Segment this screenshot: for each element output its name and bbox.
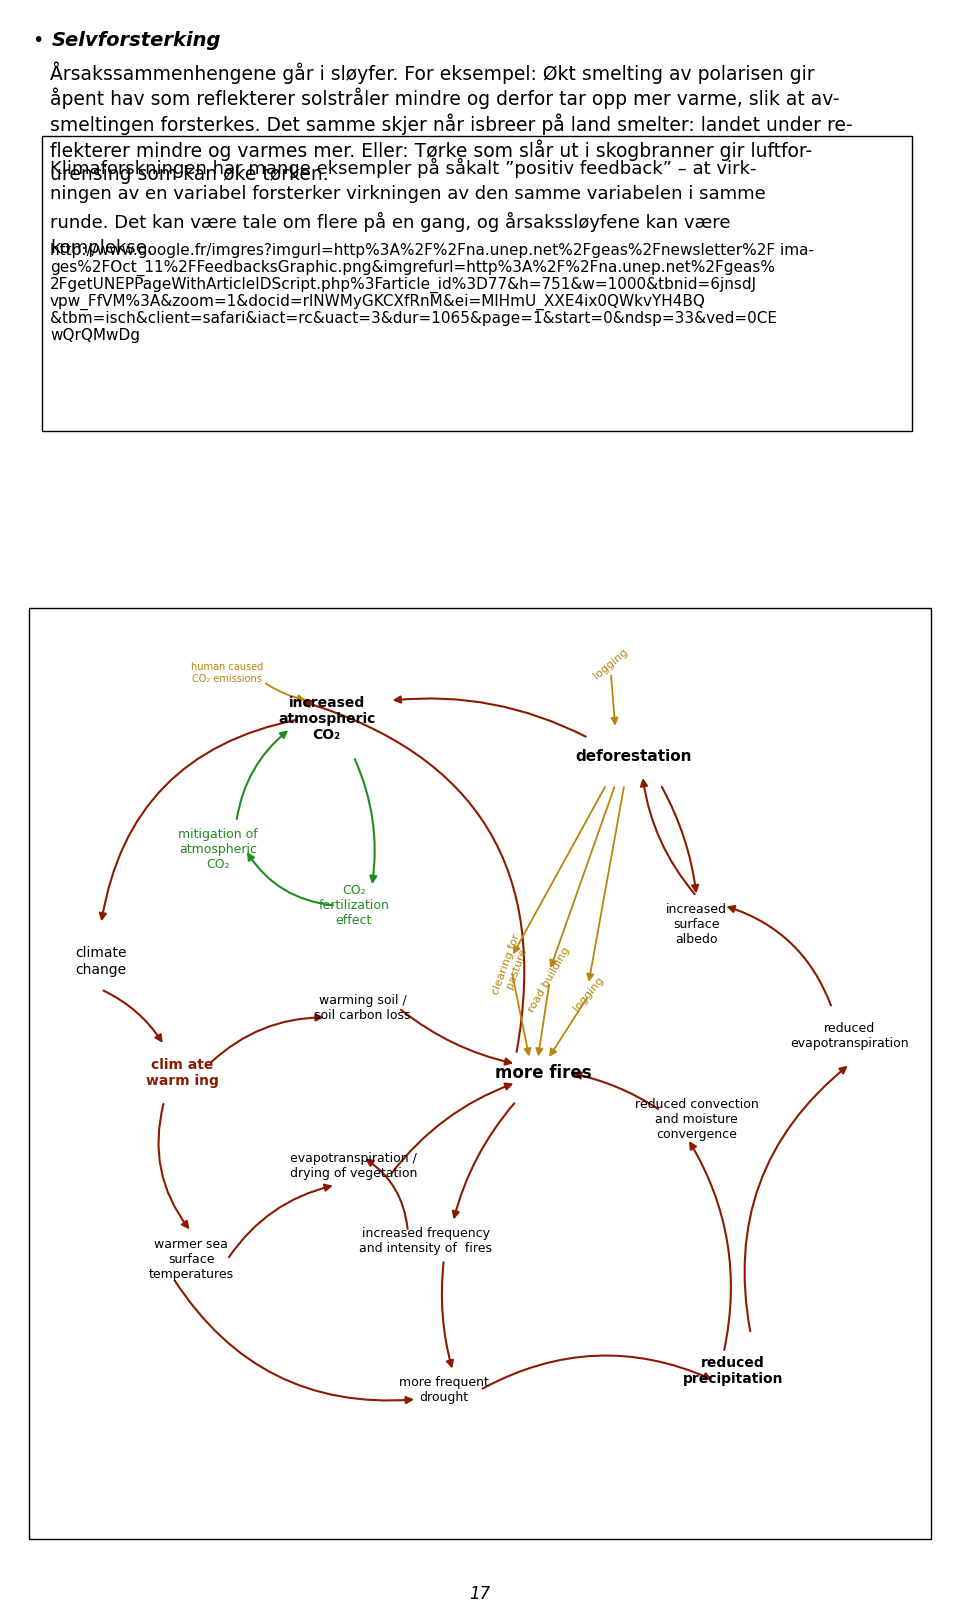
Text: climate
change: climate change: [75, 946, 127, 977]
Text: komplekse.: komplekse.: [50, 240, 153, 258]
Text: reduced
evapotranspiration: reduced evapotranspiration: [791, 1022, 909, 1050]
Text: clim ate
warm ing: clim ate warm ing: [146, 1058, 219, 1089]
Text: human caused
CO₂ emissions: human caused CO₂ emissions: [191, 663, 263, 684]
Text: more frequent
drought: more frequent drought: [399, 1375, 489, 1405]
Text: warming soil /
soil carbon loss: warming soil / soil carbon loss: [315, 995, 411, 1022]
Text: logging: logging: [591, 646, 630, 680]
Text: wQrQMwDg: wQrQMwDg: [50, 329, 140, 343]
Text: •: •: [32, 31, 43, 50]
Text: increased
surface
albedo: increased surface albedo: [666, 902, 727, 946]
Text: urensing som kan øke tørken.: urensing som kan øke tørken.: [50, 165, 328, 185]
Text: 2FgetUNEPPageWithArticleIDScript.php%3Farticle_id%3D77&h=751&w=1000&tbnid=6jnsdJ: 2FgetUNEPPageWithArticleIDScript.php%3Fa…: [50, 277, 757, 293]
Text: warmer sea
surface
temperatures: warmer sea surface temperatures: [149, 1238, 234, 1281]
Text: CO₂
fertilization
effect: CO₂ fertilization effect: [318, 885, 389, 927]
Text: reduced
precipitation: reduced precipitation: [683, 1356, 783, 1387]
Text: smeltingen forsterkes. Det samme skjer når isbreer på land smelter: landet under: smeltingen forsterkes. Det samme skjer n…: [50, 113, 852, 134]
Text: åpent hav som reflekterer solstråler mindre og derfor tar opp mer varme, slik at: åpent hav som reflekterer solstråler min…: [50, 87, 839, 109]
Text: Årsakssammenhengene går i sløyfer. For eksempel: Økt smelting av polarisen gir: Årsakssammenhengene går i sløyfer. For e…: [50, 62, 815, 84]
Text: ningen av en variabel forsterker virkningen av den samme variabelen i samme: ningen av en variabel forsterker virknin…: [50, 185, 766, 202]
Text: increased
atmospheric
CO₂: increased atmospheric CO₂: [277, 697, 375, 742]
Text: evapotranspiration /
drying of vegetation: evapotranspiration / drying of vegetatio…: [290, 1152, 418, 1181]
Text: runde. Det kan være tale om flere på en gang, og årsakssløyfene kan være: runde. Det kan være tale om flere på en …: [50, 212, 731, 232]
Text: road building: road building: [527, 946, 572, 1014]
Text: mitigation of
atmospheric
CO₂: mitigation of atmospheric CO₂: [179, 828, 258, 872]
Text: ges%2FOct_11%2FFeedbacksGraphic.png&imgrefurl=http%3A%2F%2Fna.unep.net%2Fgeas%: ges%2FOct_11%2FFeedbacksGraphic.png&imgr…: [50, 261, 775, 277]
Text: reduced convection
and moisture
convergence: reduced convection and moisture converge…: [635, 1098, 758, 1142]
Bar: [42, 136, 912, 431]
Text: http://www.google.fr/imgres?imgurl=http%3A%2F%2Fna.unep.net%2Fgeas%2Fnewsletter%: http://www.google.fr/imgres?imgurl=http%…: [50, 243, 814, 258]
Text: logging: logging: [571, 975, 606, 1012]
Text: Selvforsterking: Selvforsterking: [52, 31, 222, 50]
Text: &tbm=isch&client=safari&iact=rc&uact=3&dur=1065&page=1&start=0&ndsp=33&ved=0CE: &tbm=isch&client=safari&iact=rc&uact=3&d…: [50, 311, 777, 326]
Text: vpw_FfVM%3A&zoom=1&docid=rlNWMyGKCXfRnM&ei=MlHmU_XXE4ix0QWkvYH4BQ: vpw_FfVM%3A&zoom=1&docid=rlNWMyGKCXfRnM&…: [50, 295, 706, 311]
Text: 17: 17: [469, 1584, 491, 1604]
Text: Klimaforskningen har mange eksempler på såkalt ”positiv feedback” – at virk-: Klimaforskningen har mange eksempler på …: [50, 159, 756, 178]
Text: more fires: more fires: [494, 1064, 591, 1082]
Text: flekterer mindre og varmes mer. Eller: Tørke som slår ut i skogbranner gir luftf: flekterer mindre og varmes mer. Eller: T…: [50, 139, 812, 160]
Text: increased frequency
and intensity of  fires: increased frequency and intensity of fir…: [359, 1226, 492, 1256]
Text: clearing for
pasture: clearing for pasture: [491, 933, 533, 1000]
Text: deforestation: deforestation: [575, 748, 691, 765]
